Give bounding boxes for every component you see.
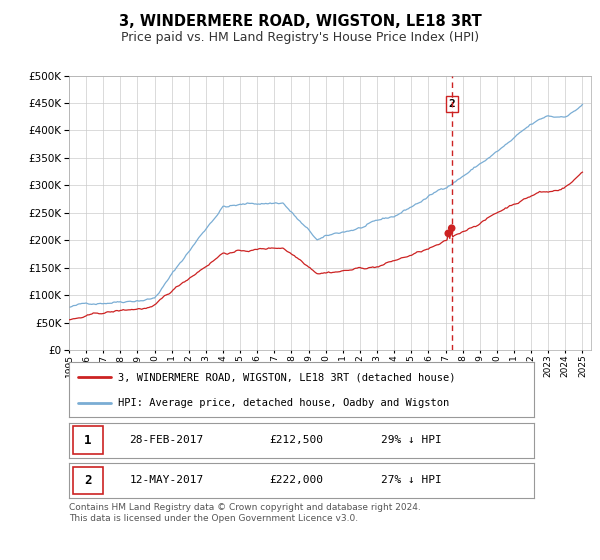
Text: £222,000: £222,000 — [269, 475, 323, 486]
Point — [443, 229, 453, 238]
Text: 29% ↓ HPI: 29% ↓ HPI — [380, 435, 442, 445]
Bar — [73, 466, 103, 494]
Text: £212,500: £212,500 — [269, 435, 323, 445]
Text: 1: 1 — [84, 433, 92, 447]
Text: Contains HM Land Registry data © Crown copyright and database right 2024.
This d: Contains HM Land Registry data © Crown c… — [69, 503, 421, 523]
Point — [447, 223, 457, 232]
Text: 2: 2 — [448, 99, 455, 109]
Text: 2: 2 — [84, 474, 92, 487]
Text: Price paid vs. HM Land Registry's House Price Index (HPI): Price paid vs. HM Land Registry's House … — [121, 31, 479, 44]
Text: 27% ↓ HPI: 27% ↓ HPI — [380, 475, 442, 486]
Text: 12-MAY-2017: 12-MAY-2017 — [130, 475, 204, 486]
Text: 3, WINDERMERE ROAD, WIGSTON, LE18 3RT: 3, WINDERMERE ROAD, WIGSTON, LE18 3RT — [119, 14, 481, 29]
Bar — [73, 426, 103, 454]
Text: 3, WINDERMERE ROAD, WIGSTON, LE18 3RT (detached house): 3, WINDERMERE ROAD, WIGSTON, LE18 3RT (d… — [118, 372, 455, 382]
Text: 28-FEB-2017: 28-FEB-2017 — [130, 435, 204, 445]
Text: HPI: Average price, detached house, Oadby and Wigston: HPI: Average price, detached house, Oadb… — [118, 399, 449, 408]
